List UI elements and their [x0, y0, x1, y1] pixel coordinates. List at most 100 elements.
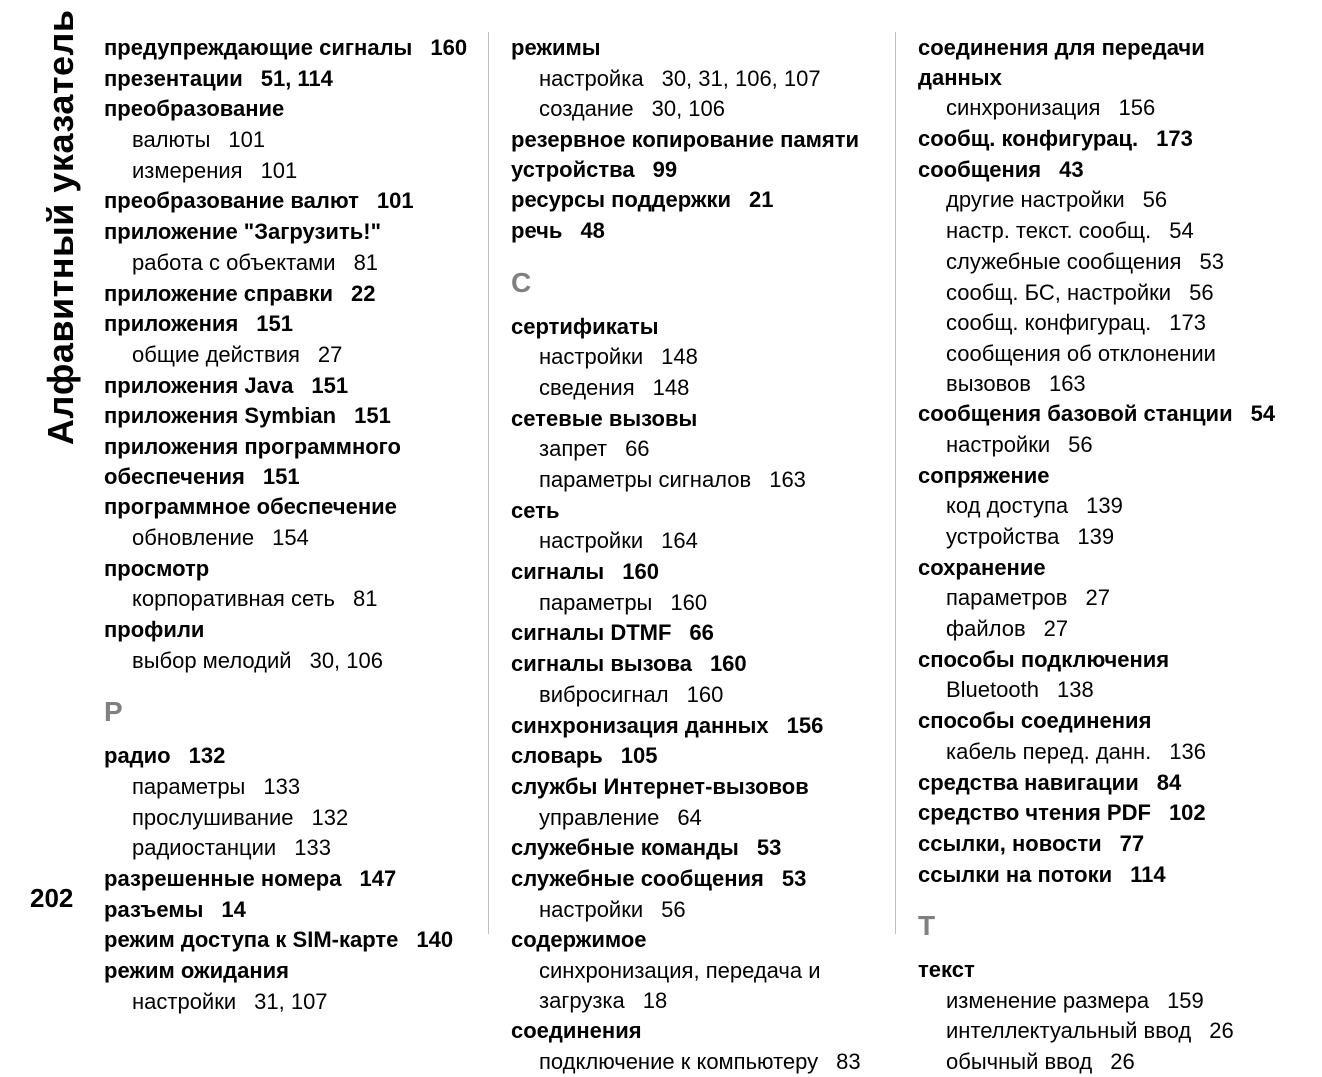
index-main-entry: сеть — [511, 496, 875, 526]
entry-term: предупреждающие сигналы — [104, 35, 412, 60]
index-main-entry: служебные сообщения53 — [511, 864, 875, 894]
entry-term: сопряжение — [918, 463, 1050, 488]
entry-term: кабель перед. данн. — [946, 739, 1151, 764]
entry-term: устройства — [946, 524, 1059, 549]
index-sub-entry: устройства139 — [918, 522, 1282, 552]
entry-pages: 21 — [749, 187, 773, 212]
entry-pages: 81 — [353, 586, 377, 611]
index-sub-entry: обычный ввод26 — [918, 1047, 1282, 1077]
index-sub-entry: параметров27 — [918, 583, 1282, 613]
index-sub-entry: параметры133 — [104, 772, 468, 802]
index-main-entry: резервное копирование памяти устройства9… — [511, 125, 875, 184]
entry-pages: 138 — [1057, 677, 1094, 702]
entry-pages: 56 — [1068, 432, 1092, 457]
entry-pages: 147 — [359, 866, 396, 891]
entry-pages: 164 — [661, 528, 698, 553]
entry-term: приложения Symbian — [104, 403, 336, 428]
entry-term: приложения — [104, 311, 238, 336]
index-sub-entry: интеллектуальный ввод 26 — [918, 1016, 1282, 1046]
entry-pages: 64 — [677, 805, 701, 830]
index-sub-entry: код доступа139 — [918, 491, 1282, 521]
index-main-entry: режимы — [511, 33, 875, 63]
entry-pages: 139 — [1086, 493, 1123, 518]
entry-term: параметры сигналов — [539, 467, 751, 492]
index-sub-entry: настр. текст. сообщ.54 — [918, 216, 1282, 246]
index-sub-entry: сообщ. БС, настройки56 — [918, 278, 1282, 308]
entry-pages: 163 — [1049, 371, 1086, 396]
entry-pages: 163 — [769, 467, 806, 492]
entry-term: создание — [539, 96, 634, 121]
entry-term: валюты — [132, 127, 210, 152]
index-sub-entry: измерения101 — [104, 156, 468, 186]
entry-term: интеллектуальный ввод — [946, 1018, 1191, 1043]
entry-term: ссылки на потоки — [918, 862, 1112, 887]
index-main-entry: радио132 — [104, 741, 468, 771]
entry-term: сохранение — [918, 555, 1046, 580]
index-main-entry: средство чтения PDF102 — [918, 798, 1282, 828]
entry-term: программное обеспечение — [104, 494, 397, 519]
entry-pages: 148 — [653, 375, 690, 400]
entry-term: разъемы — [104, 897, 203, 922]
entry-term: файлов — [946, 616, 1026, 641]
entry-term: сеть — [511, 498, 559, 523]
entry-pages: 105 — [621, 743, 658, 768]
entry-pages: 26 — [1209, 1018, 1233, 1043]
entry-term: синхронизация — [946, 95, 1100, 120]
index-main-entry: ресурсы поддержки21 — [511, 185, 875, 215]
entry-term: резервное копирование памяти устройства — [511, 127, 859, 182]
entry-term: сообщ. конфигурац. — [946, 310, 1151, 335]
index-sub-entry: синхронизация 156 — [918, 93, 1282, 123]
entry-pages: 156 — [1118, 95, 1155, 120]
entry-term: другие настройки — [946, 187, 1125, 212]
entry-term: сигналы DTMF — [511, 620, 671, 645]
index-main-entry: сетевые вызовы — [511, 404, 875, 434]
index-main-entry: сопряжение — [918, 461, 1282, 491]
entry-term: просмотр — [104, 556, 209, 581]
index-main-entry: синхронизация данных156 — [511, 711, 875, 741]
entry-term: соединения — [511, 1018, 642, 1043]
entry-term: презентации — [104, 66, 243, 91]
index-sub-entry: корпоративная сеть 81 — [104, 584, 468, 614]
index-main-entry: приложения Java151 — [104, 371, 468, 401]
index-main-entry: преобразование валют101 — [104, 186, 468, 216]
entry-term: сообщения — [918, 157, 1041, 182]
sidebar-title: Алфавитный указатель — [40, 10, 82, 446]
index-main-entry: словарь 105 — [511, 741, 875, 771]
entry-term: сетевые вызовы — [511, 406, 697, 431]
entry-term: способы соединения — [918, 708, 1151, 733]
entry-term: параметров — [946, 585, 1067, 610]
entry-term: вибросигнал — [539, 682, 669, 707]
entry-pages: 133 — [294, 835, 331, 860]
index-sub-entry: сведения148 — [511, 373, 875, 403]
entry-term: радио — [104, 743, 171, 768]
entry-term: текст — [918, 957, 975, 982]
index-sub-entry: подключение к компьютеру83 — [511, 1047, 875, 1077]
entry-pages: 18 — [643, 988, 667, 1013]
section-letter: С — [511, 264, 875, 302]
index-main-entry: сообщения базовой станции54 — [918, 399, 1282, 429]
index-main-entry: содержимое — [511, 925, 875, 955]
entry-term: настройки — [539, 897, 643, 922]
entry-pages: 173 — [1169, 310, 1206, 335]
entry-term: речь — [511, 218, 562, 243]
entry-term: настройки — [539, 344, 643, 369]
page-number: 202 — [30, 883, 73, 914]
entry-pages: 101 — [377, 188, 414, 213]
entry-pages: 133 — [263, 774, 300, 799]
entry-term: сообщ. конфигурац. — [918, 126, 1138, 151]
entry-term: обычный ввод — [946, 1049, 1092, 1074]
entry-pages: 156 — [787, 713, 824, 738]
entry-pages: 77 — [1120, 831, 1144, 856]
index-column-3: соединения для передачи данныхсинхрониза… — [895, 32, 1282, 934]
entry-term: словарь — [511, 743, 603, 768]
index-main-entry: способы подключения — [918, 645, 1282, 675]
index-sub-entry: служебные сообщения53 — [918, 247, 1282, 277]
entry-term: корпоративная сеть — [132, 586, 335, 611]
entry-pages: 160 — [687, 682, 724, 707]
entry-pages: 101 — [261, 158, 298, 183]
index-sub-entry: изменение размера159 — [918, 986, 1282, 1016]
entry-pages: 31, 107 — [254, 989, 327, 1014]
entry-pages: 151 — [256, 311, 293, 336]
index-page: Алфавитный указатель 202 предупреждающие… — [0, 0, 1322, 954]
index-sub-entry: параметры160 — [511, 588, 875, 618]
